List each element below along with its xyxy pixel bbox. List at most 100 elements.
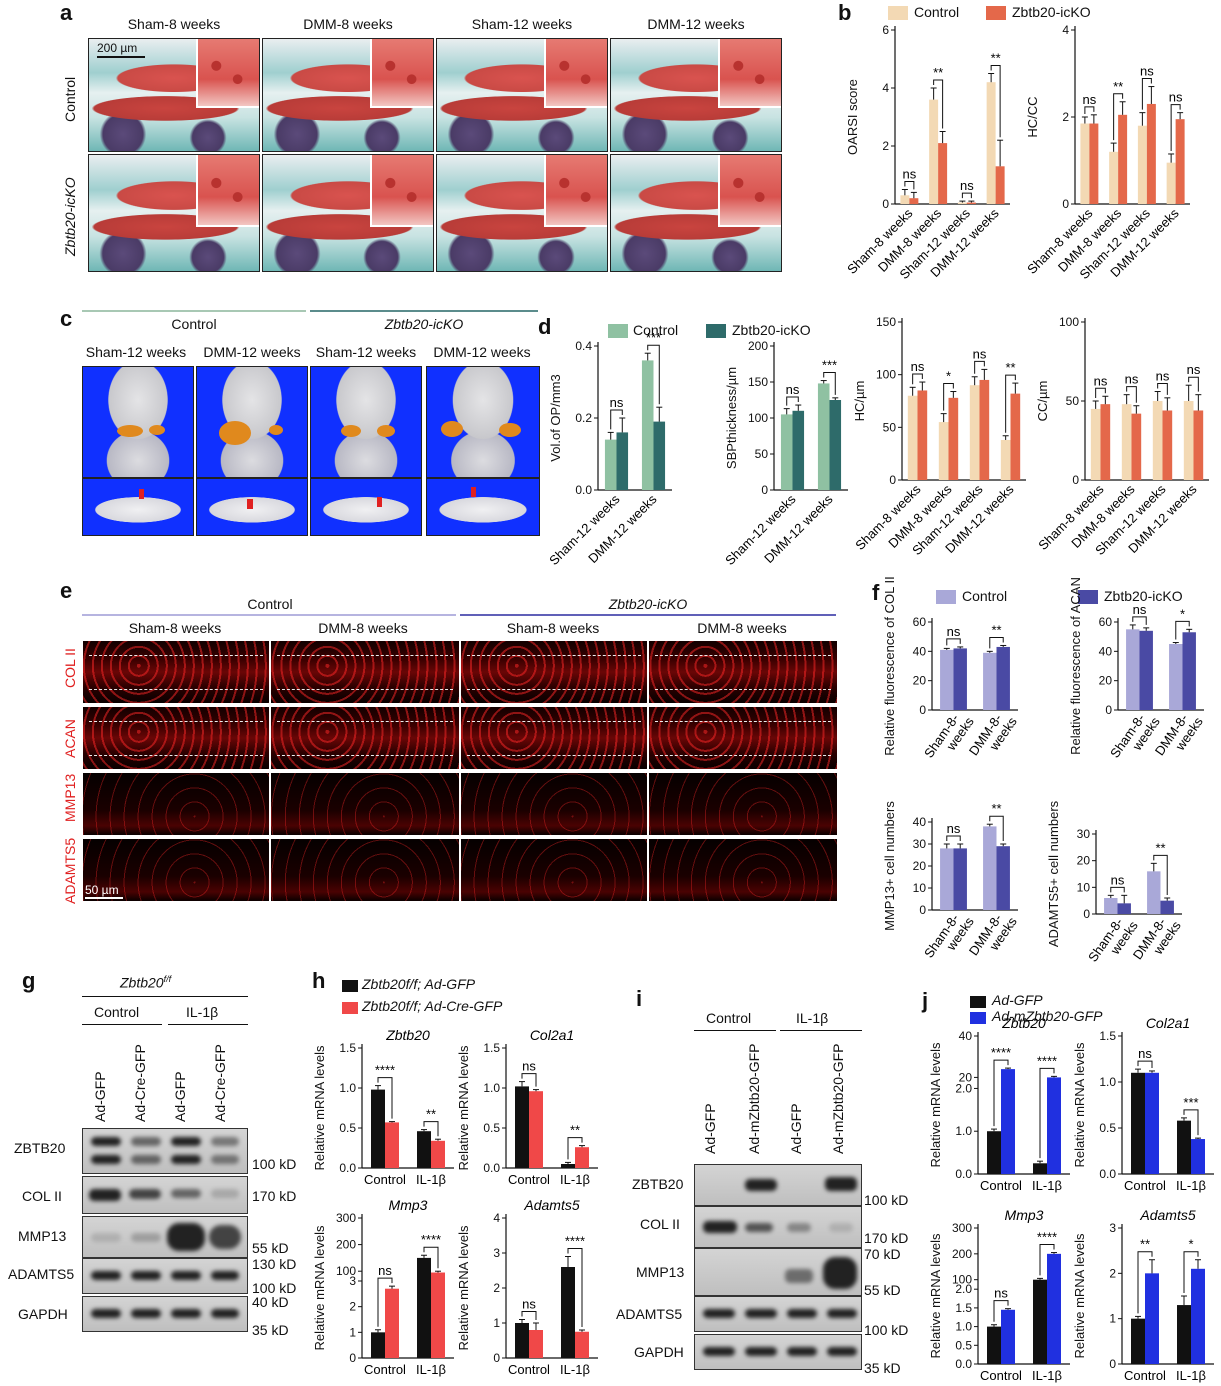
chart-j-adamts5: 0 1 2 3 Relative mRNA levels Adamts5 ** Control… — [1072, 1207, 1214, 1383]
y-tick-label: 20 — [1099, 674, 1113, 688]
significance-label: ns — [522, 1059, 536, 1074]
western-blot-strip — [82, 1258, 248, 1294]
fluorescence-image — [460, 772, 648, 836]
western-blot-strip — [694, 1296, 862, 1332]
western-blot-strip — [82, 1176, 248, 1214]
legend-label-ad-gfp: Zbtb20f/f; Ad-GFP — [362, 976, 476, 992]
bar — [995, 166, 1005, 204]
y-tick-label: 1.5 — [1099, 1029, 1116, 1043]
bar — [940, 848, 954, 910]
western-blot-strip — [82, 1128, 248, 1174]
significance-bracket — [1095, 387, 1106, 398]
x-tick-label: Sham-8-weeks — [1107, 706, 1163, 769]
marker-label: 40 kD — [252, 1294, 289, 1310]
bar — [1191, 1268, 1205, 1364]
chart-f-mmp13: 0 10 20 30 40 MMP13+ cell numbers ns Sham-8-wee… — [882, 801, 1020, 961]
x-tick-label: DMM-8-weeks — [1130, 910, 1184, 970]
x-tick-label: IL-1β — [416, 1362, 446, 1377]
bar — [1145, 1273, 1159, 1364]
marker-label: 130 kD — [252, 1256, 297, 1272]
blot-label-col2: COL II — [22, 1188, 62, 1204]
significance-label: ** — [1155, 840, 1165, 855]
significance-label: ** — [1140, 1237, 1150, 1252]
chart-h-zbtb20: 0.0 0.5 1.0 1.5 Relative mRNA levels Zbtb20 **… — [312, 1027, 454, 1187]
significance-label: ns — [786, 382, 800, 397]
y-tick-label: 0.0 — [339, 1161, 356, 1175]
panel-a-header-3: Sham-12 weeks — [471, 16, 573, 32]
panel-e-header-1: Sham-8 weeks — [128, 620, 222, 636]
significance-label: ns — [1094, 373, 1108, 388]
bar — [1089, 123, 1099, 204]
significance-bracket — [610, 409, 623, 430]
significance-label: ** — [991, 801, 1001, 816]
legend-label-control: Control — [633, 322, 679, 338]
bar — [1147, 871, 1161, 914]
bar — [371, 1089, 385, 1168]
y-tick-label: 2.0 — [955, 1282, 972, 1296]
bar — [938, 143, 948, 204]
x-tick-label: IL-1β — [416, 1172, 446, 1187]
significance-label: ns — [1138, 1046, 1152, 1061]
x-tick-label: Control — [364, 1362, 406, 1377]
significance-bracket — [1137, 1251, 1153, 1314]
significance-label: ns — [903, 167, 917, 182]
y-tick-label: 50 — [883, 420, 897, 434]
legend-swatch-ad-mzbtb20-gfp — [970, 1012, 986, 1024]
bar — [817, 383, 830, 490]
x-tick-label: Sham-8 weeks — [844, 205, 916, 277]
significance-bracket — [1039, 1067, 1055, 1159]
western-blot-strip — [694, 1164, 862, 1206]
fluorescence-image — [648, 640, 838, 704]
marker-label: 35 kD — [864, 1360, 901, 1376]
panel-i-lane-2: Ad-mZbtb20-GFP — [746, 1043, 762, 1154]
group-line — [168, 1024, 248, 1025]
y-tick-label: 0.5 — [1099, 1121, 1116, 1135]
y-tick-label: 0.0 — [575, 483, 592, 497]
x-tick-label: IL-1β — [1032, 1178, 1062, 1193]
y-tick-label: 0.0 — [955, 1167, 972, 1181]
y-axis-label: HC/CC — [1025, 96, 1040, 137]
chart-j-col2a1: 0.0 0.5 1.0 1.5 Relative mRNA levels Col2a1 ns… — [1072, 1015, 1214, 1193]
bar — [575, 1147, 589, 1168]
panel-c-group-control: Control — [171, 316, 217, 332]
western-blot-strip — [694, 1248, 862, 1296]
chart-title: Adamts5 — [523, 1197, 579, 1213]
chart-f-col2: 0 20 40 60 Relative fluorescence of COL II ns… — [882, 576, 1020, 760]
bar — [561, 1164, 575, 1168]
microct-section-image — [426, 478, 540, 536]
y-tick-label: 0 — [919, 703, 926, 717]
panel-c-group-icko: Zbtb20-icKO — [384, 316, 464, 332]
microct-section-image — [196, 478, 308, 536]
x-tick-label: DMM-8 weeks — [1068, 481, 1138, 551]
x-tick-label: DMM-8 weeks — [1055, 205, 1125, 275]
y-tick-label: 2 — [882, 139, 889, 153]
bar — [987, 1326, 1001, 1364]
significance-bracket — [521, 1311, 537, 1320]
bar — [996, 646, 1010, 710]
legend-swatch-icko — [706, 324, 726, 338]
fluorescence-image — [270, 706, 460, 770]
significance-bracket — [933, 79, 944, 129]
blot-label-adamts5: ADAMTS5 — [8, 1266, 75, 1282]
marker-label: 70 kD — [864, 1246, 901, 1262]
x-tick-label: Sham-8 weeks — [1024, 205, 1096, 277]
significance-bracket — [1183, 1251, 1199, 1293]
legend-swatch-ad-gfp — [342, 980, 358, 992]
x-tick-label: DMM-12 weeks — [761, 491, 836, 566]
microct-image — [196, 366, 308, 478]
y-tick-label: 0 — [493, 1351, 500, 1365]
bar — [966, 202, 976, 204]
x-tick-label: DMM-8-weeks — [1152, 706, 1206, 766]
significance-label: ns — [911, 359, 925, 374]
significance-label: ns — [1187, 362, 1201, 377]
chart-title: Adamts5 — [1139, 1207, 1195, 1223]
legend-swatch-ad-gfp — [970, 996, 986, 1008]
fluorescence-image — [270, 772, 460, 836]
blot-label-gapdh: GAPDH — [634, 1344, 684, 1360]
bar — [983, 826, 997, 910]
significance-label: ** — [1005, 360, 1015, 375]
y-axis-label: Vol.of OP/mm3 — [548, 374, 563, 461]
significance-bracket — [1137, 1060, 1153, 1068]
blot-label-gapdh: GAPDH — [18, 1306, 68, 1322]
